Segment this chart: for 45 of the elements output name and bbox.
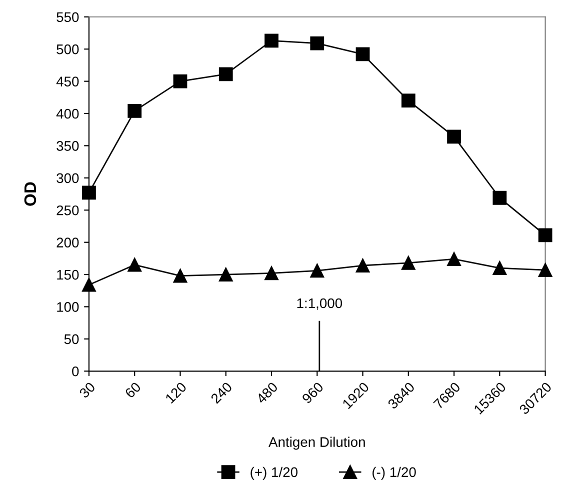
y-tick-label: 400 (56, 108, 79, 119)
y-tick-label: 300 (56, 173, 79, 184)
point (538, 263, 552, 277)
point (82, 278, 96, 292)
point (538, 228, 552, 242)
point (310, 36, 324, 50)
x-tick-label: 120 (164, 382, 188, 404)
x-tick-label: 30 (78, 382, 96, 399)
point (356, 258, 370, 272)
point (310, 264, 324, 278)
y-tick-label: 150 (57, 270, 79, 280)
y-tick-label: 50 (64, 334, 79, 344)
point (264, 266, 278, 280)
y-axis-title: OD (24, 182, 36, 206)
y-tick-label: 450 (56, 76, 79, 86)
point (218, 67, 233, 82)
y-tick-label: 200 (56, 238, 79, 248)
point (128, 258, 142, 272)
y-tick-label: 100 (57, 302, 79, 312)
x-tick-label: 60 (124, 382, 142, 398)
point (173, 268, 188, 283)
y-tick-label: 250 (56, 205, 79, 216)
point (356, 47, 370, 62)
point (447, 130, 461, 144)
point (218, 268, 233, 282)
annotation: 1:1,000 (297, 298, 342, 310)
y-tick-label: 550 (56, 12, 79, 22)
x-tick-label: 480 (256, 382, 278, 404)
point (264, 34, 278, 48)
legend-label: (+) 1/20 (250, 466, 298, 480)
point (173, 74, 188, 88)
point (492, 190, 507, 205)
x-tick-label: 240 (210, 382, 233, 404)
x-tick-label: 960 (301, 382, 324, 404)
y-tick-label: 350 (56, 141, 79, 151)
point (401, 256, 416, 270)
point (401, 94, 416, 108)
x-axis-title: Antigen Dilution (268, 436, 365, 450)
point (447, 252, 461, 266)
legend-label: (-) 1/20 (372, 466, 416, 480)
y-tick-label: 500 (56, 44, 79, 54)
point (128, 104, 142, 118)
point (82, 186, 96, 200)
y-tick-label: 0 (72, 366, 79, 376)
point (492, 261, 507, 276)
